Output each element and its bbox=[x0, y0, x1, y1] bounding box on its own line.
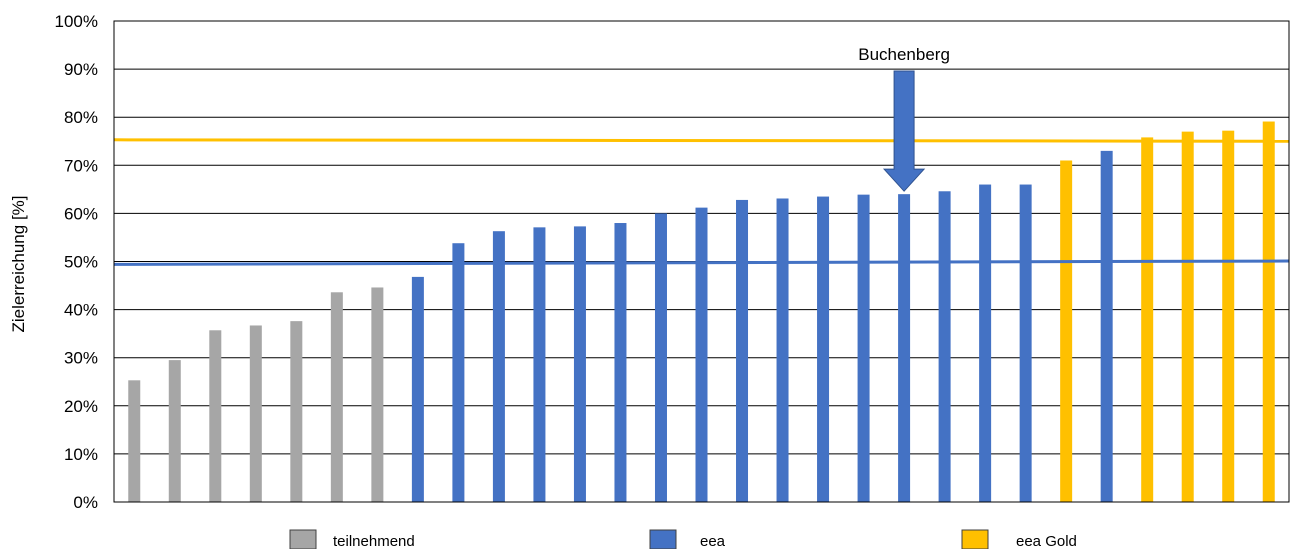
bar bbox=[938, 191, 951, 503]
bar bbox=[817, 196, 830, 502]
bar bbox=[128, 380, 141, 502]
bar bbox=[1019, 184, 1032, 503]
y-tick-label: 80% bbox=[64, 108, 98, 127]
y-tick-label: 90% bbox=[64, 60, 98, 79]
y-tick-label: 20% bbox=[64, 397, 98, 416]
legend-swatch-teilnehmend bbox=[289, 529, 317, 549]
bar bbox=[168, 360, 181, 502]
legend-item-eea-gold: eea Gold bbox=[961, 529, 1077, 549]
buchenberg-annotation: Buchenberg bbox=[858, 45, 950, 192]
bar bbox=[857, 194, 870, 503]
bar bbox=[776, 198, 789, 502]
bar bbox=[1262, 121, 1275, 503]
bar bbox=[979, 184, 992, 503]
annotation-label: Buchenberg bbox=[858, 45, 950, 64]
bar bbox=[533, 227, 546, 502]
bar bbox=[371, 287, 384, 502]
bar bbox=[1222, 130, 1235, 502]
bar bbox=[249, 325, 262, 502]
y-tick-label: 40% bbox=[64, 301, 98, 320]
bar bbox=[492, 231, 505, 502]
y-axis-tick-labels: 0% 10% 20% 30% 40% 50% 60% 70% 80% 90% 100% bbox=[55, 12, 98, 512]
bar bbox=[209, 330, 222, 502]
bar bbox=[1060, 160, 1073, 503]
bar bbox=[898, 194, 911, 502]
bar bbox=[614, 223, 627, 502]
legend-swatch-eea-gold bbox=[961, 529, 989, 549]
bar bbox=[411, 276, 424, 502]
bar bbox=[1141, 137, 1154, 503]
bar bbox=[330, 292, 343, 502]
y-tick-label: 60% bbox=[64, 204, 98, 223]
y-tick-label: 70% bbox=[64, 156, 98, 175]
legend-label-teilnehmend: teilnehmend bbox=[333, 533, 415, 549]
bar bbox=[290, 321, 303, 502]
bar bbox=[573, 226, 586, 502]
bar bbox=[695, 207, 708, 503]
bar bbox=[1100, 150, 1113, 502]
y-tick-label: 30% bbox=[64, 349, 98, 368]
legend: teilnehmend eea eea Gold bbox=[289, 529, 1077, 549]
reference-lines bbox=[113, 138, 1290, 266]
legend-item-eea: eea bbox=[649, 529, 726, 549]
plot-area-border bbox=[113, 20, 1290, 503]
y-tick-label: 100% bbox=[55, 12, 98, 31]
y-axis-label: Zielerreichung [%] bbox=[9, 195, 28, 332]
reference-line bbox=[113, 138, 1290, 143]
bars bbox=[128, 121, 1275, 503]
bar bbox=[452, 243, 465, 503]
legend-swatch-eea bbox=[649, 529, 677, 549]
y-tick-label: 50% bbox=[64, 253, 98, 272]
reference-line bbox=[113, 259, 1290, 266]
bar bbox=[736, 199, 749, 502]
bar bbox=[654, 213, 667, 502]
y-tick-label: 0% bbox=[73, 493, 98, 512]
y-tick-label: 10% bbox=[64, 445, 98, 464]
legend-label-eea-gold: eea Gold bbox=[1016, 533, 1077, 549]
bar bbox=[1181, 131, 1194, 502]
annotation-arrow bbox=[882, 70, 926, 192]
legend-label-eea: eea bbox=[700, 533, 726, 549]
legend-item-teilnehmend: teilnehmend bbox=[289, 529, 415, 549]
